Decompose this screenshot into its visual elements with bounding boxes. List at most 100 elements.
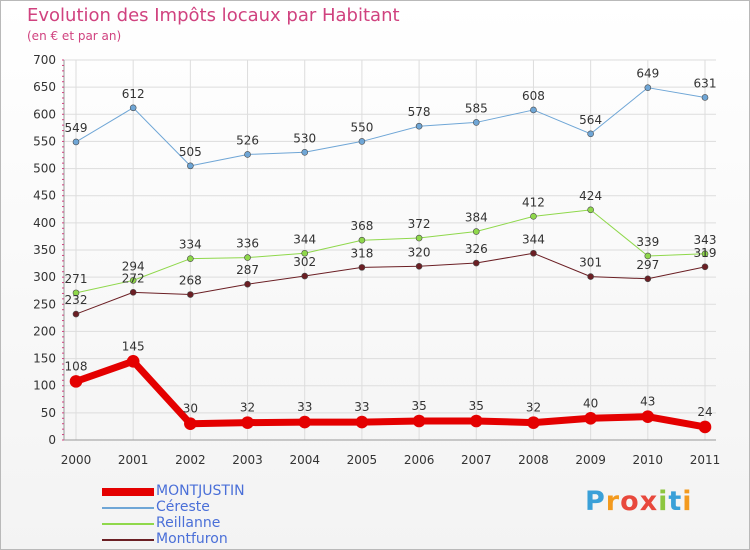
data-label: 368 <box>350 219 373 233</box>
data-point <box>415 234 423 242</box>
data-label: 530 <box>293 131 316 145</box>
x-tick-label: 2009 <box>575 453 606 467</box>
data-point <box>587 273 594 280</box>
data-point <box>244 151 251 158</box>
data-label: 108 <box>65 359 88 373</box>
data-label: 320 <box>408 245 431 259</box>
data-point <box>187 255 194 262</box>
y-tick-label: 400 <box>33 216 56 230</box>
legend-label: Montfuron <box>156 531 228 547</box>
legend-label: Reillanne <box>156 515 221 531</box>
data-label: 319 <box>694 246 717 260</box>
data-point <box>301 148 309 156</box>
data-point <box>244 280 251 288</box>
data-label: 384 <box>465 211 488 225</box>
data-point <box>641 410 655 423</box>
data-point <box>587 206 594 214</box>
data-label: 33 <box>297 400 312 414</box>
legend-label: Céreste <box>156 499 210 515</box>
x-tick-label: 2001 <box>118 453 149 467</box>
series-line-3 <box>75 252 706 315</box>
brand-logo: Proxiti <box>585 486 693 517</box>
x-tick-label: 2011 <box>690 453 721 467</box>
legend-swatch <box>102 539 154 541</box>
data-point <box>472 119 480 126</box>
data-point <box>644 275 652 283</box>
chart-grid <box>64 59 716 441</box>
y-tick-label: 450 <box>33 189 56 203</box>
data-label: 302 <box>293 255 316 269</box>
x-tick-label: 2003 <box>232 453 263 467</box>
data-label: 232 <box>65 293 88 307</box>
data-label: 272 <box>122 271 145 285</box>
data-label: 35 <box>469 399 484 413</box>
data-label: 550 <box>350 120 373 134</box>
x-tick-label: 2010 <box>633 453 664 467</box>
data-point <box>187 162 194 170</box>
data-label: 336 <box>236 237 259 251</box>
data-label: 564 <box>579 113 602 127</box>
data-point <box>701 263 709 271</box>
data-point <box>301 272 309 280</box>
y-tick-label: 650 <box>33 80 56 94</box>
y-tick-label: 150 <box>33 352 56 366</box>
data-label: 326 <box>465 242 488 256</box>
data-label: 344 <box>522 232 545 246</box>
data-label: 32 <box>526 401 541 415</box>
data-label: 339 <box>636 235 659 249</box>
y-tick-label: 700 <box>33 53 56 67</box>
data-label: 424 <box>579 189 602 203</box>
data-point <box>472 259 480 267</box>
y-tick-label: 600 <box>33 107 56 121</box>
brand-letter: x <box>639 486 659 517</box>
brand-letter: r <box>605 486 621 517</box>
data-label: 287 <box>236 263 259 277</box>
legend-label: MONTJUSTIN <box>156 483 245 499</box>
data-point <box>469 414 483 428</box>
y-tick-label: 100 <box>33 379 56 393</box>
data-label: 412 <box>522 195 545 209</box>
data-label: 318 <box>350 246 373 260</box>
data-point <box>244 254 251 261</box>
data-label: 526 <box>236 133 259 147</box>
brand-letter: i <box>658 486 669 517</box>
data-point <box>415 122 423 130</box>
data-point <box>472 228 480 235</box>
y-tick-label: 350 <box>33 243 56 257</box>
data-point <box>129 104 137 112</box>
data-point <box>644 84 652 91</box>
y-tick-label: 300 <box>33 270 56 284</box>
data-label: 585 <box>465 101 488 115</box>
data-point <box>187 291 194 298</box>
data-point <box>184 417 197 431</box>
data-point <box>301 249 309 257</box>
data-label: 505 <box>179 145 202 159</box>
legend-swatch <box>102 507 154 509</box>
y-tick-label: 0 <box>48 433 56 447</box>
data-label: 24 <box>697 405 712 419</box>
data-point <box>298 415 312 429</box>
brand-letter: o <box>620 486 640 517</box>
x-tick-label: 2008 <box>518 453 549 467</box>
y-tick-label: 200 <box>33 324 56 338</box>
data-point <box>129 289 137 296</box>
data-label: 649 <box>636 67 659 81</box>
chart-title: Evolution des Impôts locaux par Habitant <box>27 5 400 26</box>
data-label: 271 <box>65 272 88 286</box>
data-point <box>358 236 366 244</box>
data-point <box>126 354 140 368</box>
chart-series <box>69 84 712 434</box>
brand-letter: i <box>682 486 693 517</box>
series-line-1 <box>75 87 706 167</box>
x-tick-label: 2000 <box>61 453 92 467</box>
data-point <box>644 252 652 260</box>
data-point <box>530 249 537 257</box>
data-label: 343 <box>694 233 717 247</box>
data-point <box>527 416 540 429</box>
data-point <box>530 106 537 114</box>
data-label: 297 <box>636 258 659 272</box>
chart-subtitle: (en € et par an) <box>27 29 122 43</box>
data-point <box>415 262 423 270</box>
data-point <box>72 310 80 318</box>
